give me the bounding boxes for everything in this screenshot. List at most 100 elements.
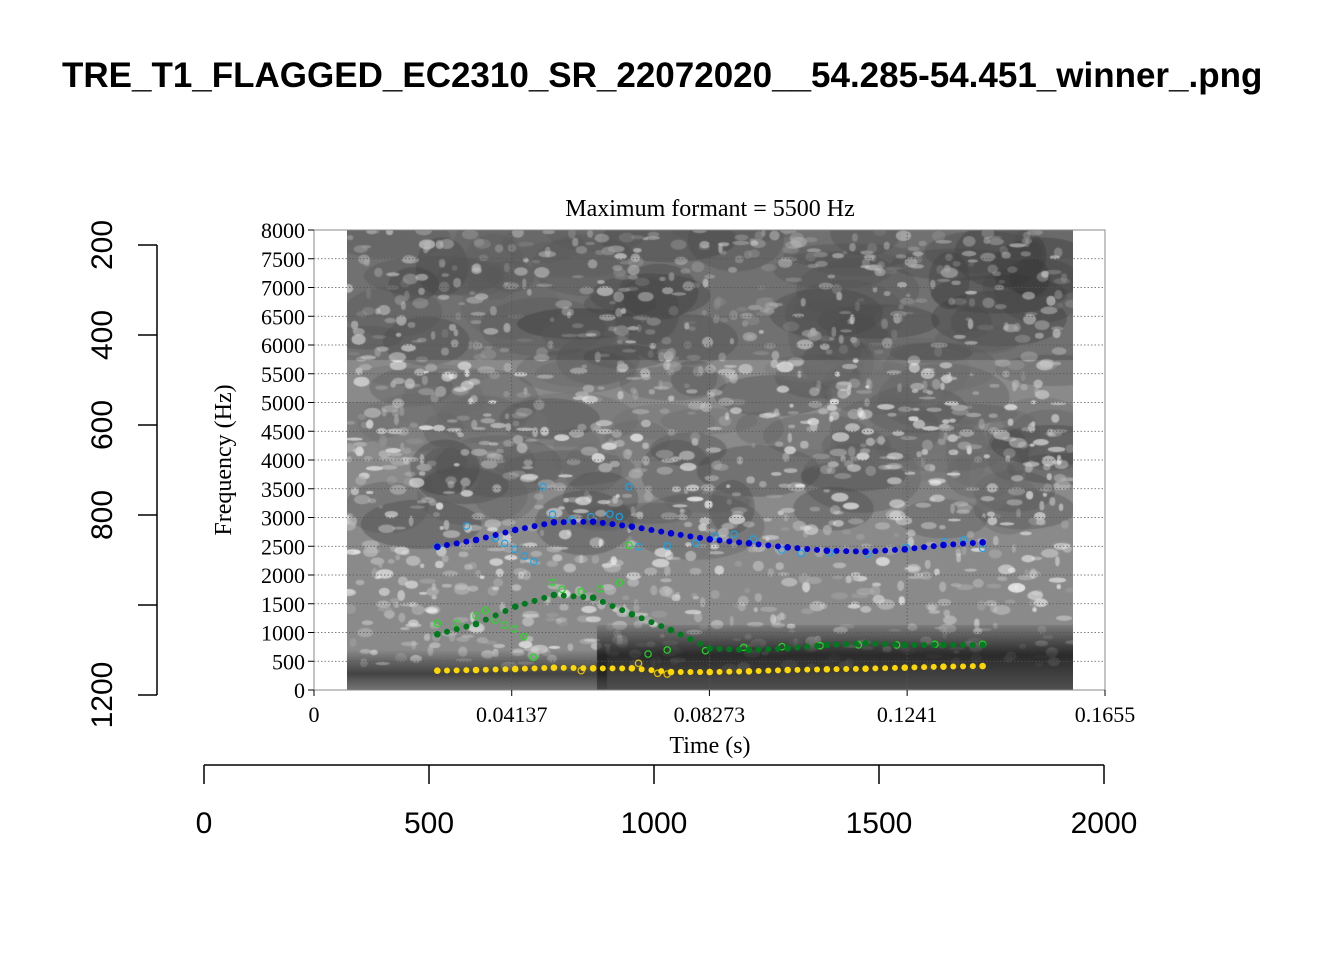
- candidate-point-F3-candidates: [548, 510, 557, 519]
- formant-point-F3: [667, 530, 675, 537]
- candidate-point-F3-candidates: [606, 510, 614, 518]
- y-tick-label: 4000: [261, 448, 305, 473]
- formant-point-F3: [472, 536, 480, 544]
- candidate-point-F2-candidates: [625, 541, 633, 550]
- formant-point-F1-interp: [658, 668, 665, 675]
- formant-point-F1-interp: [560, 664, 567, 671]
- formant-point-F2-interp: [677, 631, 684, 638]
- formant-point-F2: [901, 641, 909, 649]
- candidate-point-F3-candidates: [778, 546, 786, 554]
- x-tick-label: 0: [309, 702, 320, 727]
- formant-point-F3-interp: [950, 541, 957, 548]
- formant-point-F1: [784, 666, 791, 674]
- formant-point-F3-interp: [502, 529, 509, 536]
- formant-point-F2-interp: [648, 619, 655, 626]
- bottom-axis-tick-label: 1000: [621, 807, 688, 840]
- formant-point-F1: [511, 665, 519, 673]
- x-tick-label: 0.1655: [1075, 702, 1136, 727]
- formant-point-F2: [940, 641, 947, 649]
- formant-point-F2: [667, 626, 675, 634]
- x-tick-label: 0.08273: [674, 702, 746, 727]
- x-tick-label: 0.04137: [476, 702, 548, 727]
- formant-point-F2-interp: [638, 615, 645, 622]
- formant-point-F2-interp: [755, 646, 762, 653]
- left-axis-tick-label: 600: [86, 400, 119, 450]
- y-tick-label: 2000: [261, 563, 305, 588]
- formant-point-F2-interp: [736, 646, 743, 653]
- formant-point-F3: [511, 526, 519, 534]
- formant-point-F3-interp: [774, 543, 781, 550]
- formant-point-F3-interp: [852, 548, 859, 555]
- formant-point-F3: [979, 539, 986, 546]
- y-tick-label: 4500: [261, 419, 305, 444]
- formant-point-F2-interp: [843, 641, 850, 648]
- candidate-point-F2-candidates: [529, 653, 538, 662]
- formant-point-F2-interp: [463, 623, 470, 630]
- formant-point-F2-interp: [872, 640, 879, 647]
- y-tick-label: 8000: [261, 218, 305, 243]
- formant-point-F3-interp: [697, 534, 704, 541]
- bottom-axis-tick-label: 500: [404, 807, 454, 840]
- formant-point-F3: [434, 543, 441, 550]
- formant-point-F2-interp: [960, 641, 967, 648]
- y-tick-label: 3000: [261, 506, 305, 531]
- formant-point-F2-interp: [697, 640, 704, 647]
- formant-point-F2-interp: [726, 646, 733, 653]
- candidate-point-F2-candidates: [433, 619, 442, 628]
- formant-point-F3-interp: [658, 528, 665, 535]
- candidate-point-F3-candidates: [510, 545, 519, 554]
- formant-point-F2-interp: [891, 641, 898, 648]
- formant-point-F1-interp: [697, 669, 704, 676]
- formant-point-F1-interp: [716, 668, 723, 675]
- candidate-point-F3-candidates: [634, 542, 643, 551]
- formant-point-F2-interp: [531, 597, 538, 604]
- candidate-point-F3-candidates: [462, 522, 471, 530]
- formant-point-F3-interp: [677, 531, 684, 538]
- formant-point-F1-interp: [726, 668, 733, 675]
- formant-point-F1-interp: [619, 665, 626, 672]
- bottom-axis-tick-label: 1500: [846, 807, 913, 840]
- formant-point-F1: [550, 664, 558, 671]
- y-tick-label: 5500: [261, 362, 305, 387]
- formant-point-F2-interp: [804, 643, 811, 650]
- candidate-point-F2-candidates: [596, 585, 605, 593]
- formant-point-F2: [862, 640, 869, 647]
- formant-point-F2-interp: [580, 593, 587, 600]
- formant-point-F2-interp: [521, 600, 528, 607]
- formant-point-F2-interp: [716, 645, 723, 652]
- candidate-point-F2-candidates: [615, 578, 624, 587]
- formant-point-F2: [434, 631, 441, 638]
- formant-point-F3: [901, 546, 909, 553]
- formant-point-F2: [550, 591, 558, 599]
- formant-point-F1: [434, 667, 441, 674]
- formant-point-F2-interp: [619, 607, 626, 614]
- formant-point-F3-interp: [872, 548, 879, 555]
- candidate-point-F2-candidates: [481, 606, 490, 615]
- formant-point-F3-interp: [453, 540, 460, 547]
- left-axis-tick-label: 800: [86, 490, 119, 540]
- formant-point-F2: [511, 603, 519, 610]
- y-tick-label: 5000: [261, 391, 305, 416]
- formant-point-F2-interp: [658, 623, 665, 630]
- formant-point-F2: [823, 641, 831, 649]
- formant-point-F3-interp: [599, 519, 606, 526]
- formant-point-F3: [784, 544, 791, 551]
- formant-point-F1-interp: [570, 665, 577, 672]
- formant-point-F3-interp: [716, 537, 723, 544]
- y-tick-label: 500: [272, 649, 305, 674]
- formant-point-F2-interp: [969, 641, 976, 648]
- formant-point-F3: [706, 536, 714, 543]
- formant-point-F1: [667, 668, 675, 676]
- formant-point-F1-interp: [492, 666, 499, 673]
- left-axis-tick-label: 200: [86, 220, 119, 270]
- formant-point-F1-interp: [891, 664, 898, 671]
- candidate-point-F2-candidates: [472, 611, 480, 620]
- formant-point-F2-interp: [482, 616, 489, 623]
- formant-point-F1-interp: [541, 665, 548, 672]
- formant-point-F3-interp: [443, 541, 450, 548]
- formant-point-F2: [628, 611, 636, 618]
- candidate-point-F3-candidates: [749, 535, 758, 543]
- y-axis-label: Frequency (Hz): [211, 384, 237, 535]
- formant-point-F2-interp: [794, 644, 801, 651]
- left-axis-tick-label: 1200: [86, 662, 119, 729]
